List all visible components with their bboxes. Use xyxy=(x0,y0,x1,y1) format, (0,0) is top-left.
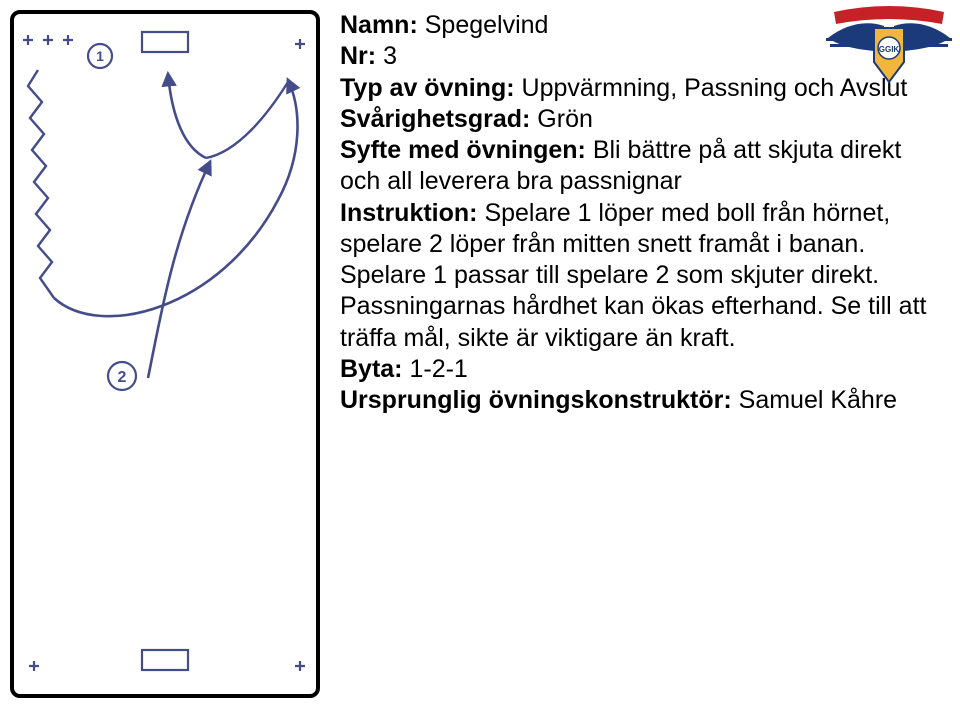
value-grad: Grön xyxy=(537,105,593,133)
value-byta: 1-2-1 xyxy=(409,355,467,383)
label-grad: Svårighetsgrad: xyxy=(340,105,530,133)
label-typ: Typ av övning: xyxy=(340,74,515,102)
value-instruktion-2: Passningarnas hårdhet kan ökas efterhand… xyxy=(340,292,926,351)
diagram-svg: 1 2 xyxy=(10,10,320,698)
label-syfte: Syfte med övningen: xyxy=(340,136,586,164)
value-nr: 3 xyxy=(383,42,397,70)
value-konstruktor: Samuel Kåhre xyxy=(739,386,897,414)
label-byta: Byta: xyxy=(340,355,403,383)
label-instruktion: Instruktion: xyxy=(340,199,478,227)
svg-text:2: 2 xyxy=(118,369,127,386)
club-logo: GGIK xyxy=(824,4,954,100)
svg-text:1: 1 xyxy=(96,48,104,64)
label-nr: Nr: xyxy=(340,42,376,70)
value-namn: Spegelvind xyxy=(425,11,549,39)
logo-shield-text: GGIK xyxy=(879,45,900,54)
label-konstruktor: Ursprunglig övningskonstruktör: xyxy=(340,386,732,414)
drill-diagram: 1 2 xyxy=(0,0,330,708)
label-namn: Namn: xyxy=(340,11,418,39)
